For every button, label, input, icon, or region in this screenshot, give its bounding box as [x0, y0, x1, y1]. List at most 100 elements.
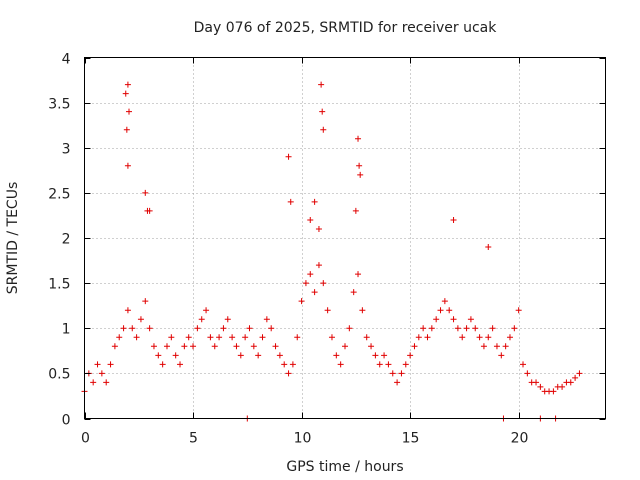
data-point [203, 307, 210, 314]
data-point [463, 325, 470, 332]
data-point [342, 343, 348, 350]
data-point [459, 334, 466, 341]
data-point [259, 334, 266, 341]
data-point [502, 343, 509, 350]
data-point [337, 361, 344, 368]
data-point [116, 334, 123, 341]
data-point [302, 280, 309, 287]
data-point [359, 307, 366, 314]
data-point [550, 388, 557, 395]
data-point [163, 343, 170, 350]
x-tick-label: 5 [189, 431, 198, 447]
data-point [485, 334, 492, 341]
data-point [355, 135, 362, 142]
data-point [255, 352, 262, 359]
data-point [237, 352, 244, 359]
data-point [433, 316, 440, 323]
data-point [307, 216, 314, 223]
y-tick-label: 2.5 [48, 187, 70, 203]
data-point [415, 334, 422, 341]
data-point [319, 108, 326, 115]
data-point [311, 198, 318, 205]
data-point [172, 352, 179, 359]
data-point [446, 307, 453, 314]
data-point [506, 334, 513, 341]
data-point [320, 126, 327, 133]
data-point [533, 379, 540, 386]
data-point [198, 316, 205, 323]
data-point [372, 352, 379, 359]
data-point [124, 81, 131, 88]
data-point [90, 379, 97, 386]
data-point [220, 325, 227, 332]
data-point [324, 307, 331, 314]
data-point [420, 325, 427, 332]
x-tick-label: 0 [81, 431, 90, 447]
data-point [350, 289, 357, 296]
data-point [285, 153, 292, 160]
data-point [124, 162, 131, 169]
data-point [124, 307, 131, 314]
data-point [368, 343, 375, 350]
data-point [407, 352, 414, 359]
data-point [394, 379, 401, 386]
data-point [137, 316, 144, 323]
data-point [472, 325, 479, 332]
data-point [315, 225, 322, 232]
data-point [126, 108, 133, 115]
y-tick-label: 0 [62, 413, 71, 429]
data-point [181, 343, 188, 350]
data-point [441, 298, 448, 305]
y-tick-label: 0.5 [48, 367, 70, 383]
axis-ticks [84, 57, 606, 420]
data-point [485, 244, 492, 251]
data-point [376, 361, 383, 368]
data-point [133, 334, 140, 341]
data-point [294, 334, 301, 341]
data-point [250, 343, 257, 350]
data-point [328, 334, 335, 341]
data-point [346, 325, 353, 332]
data-point [493, 343, 500, 350]
y-tick-label: 3 [62, 142, 71, 158]
data-point [559, 383, 566, 390]
data-point [142, 298, 149, 305]
data-point [424, 334, 431, 341]
data-point [437, 307, 444, 314]
data-point [216, 334, 223, 341]
data-point [120, 325, 127, 332]
grid-lines [84, 57, 606, 419]
data-point [454, 325, 461, 332]
x-tick-label: 20 [511, 431, 529, 447]
data-point [233, 343, 240, 350]
data-point [489, 325, 496, 332]
data-point [168, 334, 175, 341]
data-point [572, 374, 579, 381]
y-tick-label: 1.5 [48, 277, 70, 293]
data-point [450, 316, 457, 323]
data-point [142, 189, 149, 196]
data-point [411, 343, 418, 350]
data-point [320, 280, 327, 287]
y-tick-label: 1 [62, 322, 71, 338]
data-point [177, 361, 184, 368]
data-point [129, 325, 136, 332]
data-point [450, 216, 457, 223]
data-point [268, 325, 275, 332]
data-point [524, 370, 531, 377]
y-tick-label: 2 [62, 232, 71, 248]
data-point [318, 81, 325, 88]
data-point [402, 361, 409, 368]
data-point [98, 370, 105, 377]
data-point [352, 207, 359, 214]
x-tick-label: 10 [294, 431, 312, 447]
y-tick-label: 3.5 [48, 97, 70, 113]
data-point [298, 298, 305, 305]
data-point [123, 126, 130, 133]
data-point [428, 325, 435, 332]
data-point [107, 361, 114, 368]
data-point [246, 325, 253, 332]
data-point [194, 325, 201, 332]
data-point [576, 370, 583, 377]
data-point [146, 325, 153, 332]
